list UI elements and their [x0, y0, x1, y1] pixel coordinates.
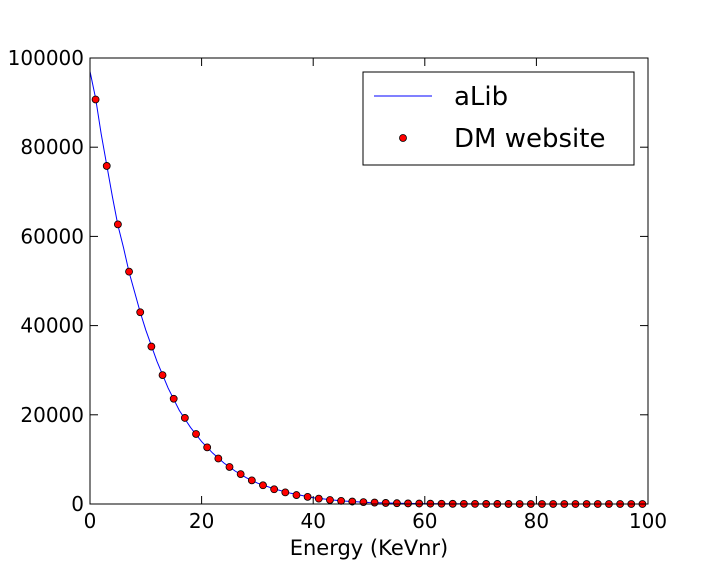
series-dm-website-point	[102, 162, 111, 170]
series-dm-website-point	[314, 494, 323, 503]
series-dm-website-point	[247, 476, 256, 485]
x-tick-label: 100	[629, 509, 667, 533]
series-dm-website-point	[348, 497, 357, 506]
series-dm-website-point	[125, 267, 133, 276]
legend: aLib DM website	[362, 71, 635, 166]
x-tick-label: 80	[524, 509, 549, 533]
series-dm-website-point	[225, 463, 234, 471]
x-tick-label: 60	[412, 509, 437, 533]
series-dm-website-point	[192, 430, 200, 438]
series-dm-website-point	[381, 499, 390, 507]
y-tick-label: 20000	[20, 403, 84, 427]
series-dm-website-point	[337, 496, 346, 505]
y-tick-label: 80000	[20, 135, 84, 159]
legend-box	[362, 71, 635, 166]
series-dm-website-point	[370, 498, 379, 507]
x-tick-label: 0	[84, 509, 97, 533]
legend-dm-website-swatch	[399, 134, 407, 142]
x-tick-label: 40	[300, 509, 325, 533]
series-dm-website-point	[236, 470, 245, 479]
series-dm-website-point	[359, 498, 368, 507]
series-dm-website-point	[214, 454, 223, 463]
series-dm-website-point	[404, 499, 412, 508]
series-dm-website-point	[136, 308, 145, 317]
series-dm-website-point	[303, 492, 312, 501]
y-tick-label: 0	[71, 492, 84, 516]
axis-ticks: 0 20 40 60 80 100 0 20000 40000 60000 80000 100000	[8, 46, 667, 533]
series-dm-website-point	[281, 488, 290, 497]
plot-frame	[89, 57, 649, 505]
series-dm-website-point	[203, 443, 212, 452]
x-axis-label: Energy (KeVnr)	[290, 536, 449, 560]
legend-alib-label: aLib	[454, 82, 508, 112]
series-dm-website-point	[91, 95, 100, 104]
series-dm-website-point	[292, 491, 301, 499]
series-dm-website-point	[180, 414, 189, 422]
series-dm-website-point	[169, 394, 178, 403]
x-tick-label: 20	[189, 509, 214, 533]
series-dm-website-point	[270, 485, 279, 494]
y-tick-label: 100000	[8, 46, 84, 70]
legend-dm-website-label: DM website	[454, 124, 605, 154]
series-dm-website-point	[147, 342, 156, 351]
series-dm-website-point	[259, 481, 267, 490]
y-tick-label: 40000	[20, 314, 84, 338]
series-dm-website-point	[158, 371, 167, 380]
series-dm-website-point	[392, 499, 401, 508]
series-dm-website-point	[114, 220, 122, 229]
series-dm-website-point	[326, 496, 334, 504]
y-tick-label: 60000	[20, 224, 84, 248]
